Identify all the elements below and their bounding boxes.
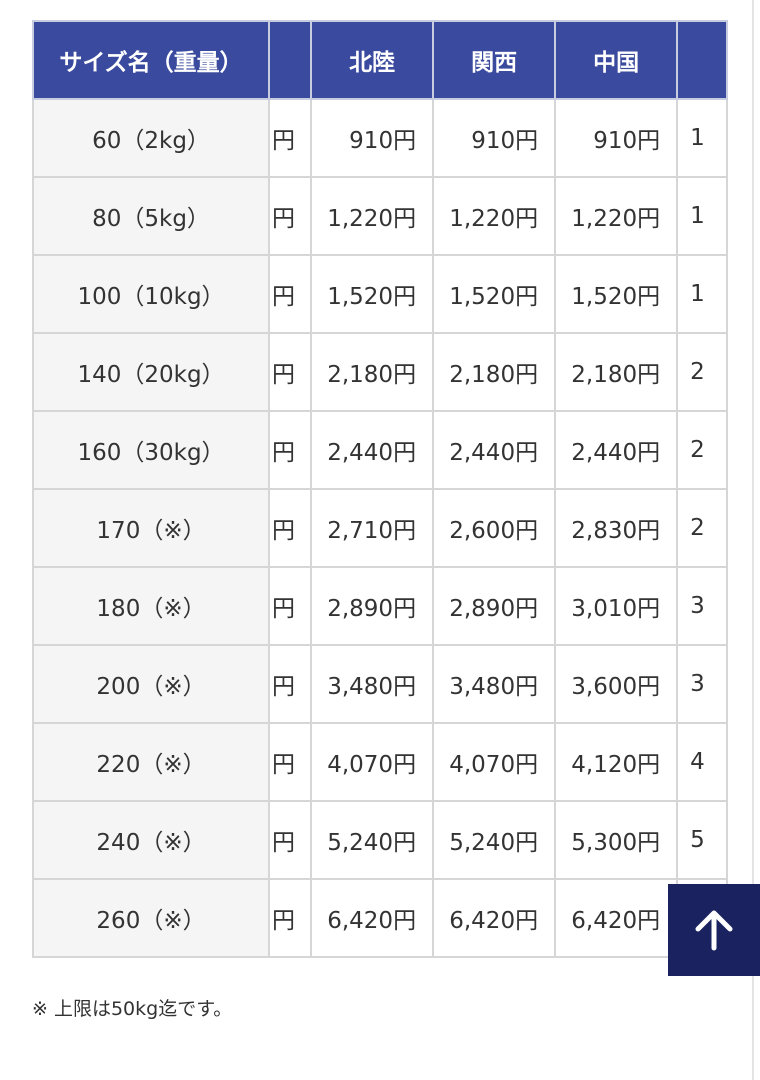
clipped-left-cell: 円	[268, 410, 313, 490]
table-row: 180（※）円 2,890円 2,890円 3,010円 3	[32, 566, 728, 646]
hokuriku-price: 6,420円	[310, 878, 435, 958]
table-header-row: サイズ名（重量） 北陸 関西 中国	[32, 20, 728, 100]
size-cell: 200（※）	[32, 644, 271, 724]
chugoku-price: 2,180円	[554, 332, 679, 412]
kansai-price: 5,240円	[432, 800, 557, 880]
clipped-right-cell: 3	[676, 566, 728, 646]
kansai-price: 1,520円	[432, 254, 557, 334]
weight-limit-note: ※ 上限は50kg迄です。	[32, 998, 233, 1020]
clipped-right-cell: 4	[676, 722, 728, 802]
hokuriku-price: 1,220円	[310, 176, 435, 256]
clipped-right-cell: 2	[676, 410, 728, 490]
kansai-price: 2,180円	[432, 332, 557, 412]
clipped-right-cell: 3	[676, 644, 728, 724]
hokuriku-price: 1,520円	[310, 254, 435, 334]
clipped-left-cell: 円	[268, 644, 313, 724]
kansai-price: 910円	[432, 98, 557, 178]
kansai-price: 4,070円	[432, 722, 557, 802]
size-cell: 140（20kg）	[32, 332, 271, 412]
clipped-left-cell: 円	[268, 566, 313, 646]
size-cell: 260（※）	[32, 878, 271, 958]
clipped-right-cell: 1	[676, 254, 728, 334]
scroll-edge	[752, 0, 754, 1080]
clipped-right-cell: 2	[676, 488, 728, 568]
kansai-price: 3,480円	[432, 644, 557, 724]
header-kansai: 関西	[432, 20, 557, 100]
back-to-top-button[interactable]	[668, 884, 760, 976]
clipped-right-cell: 5	[676, 800, 728, 880]
hokuriku-price: 3,480円	[310, 644, 435, 724]
hokuriku-price: 4,070円	[310, 722, 435, 802]
table-row: 170（※）円 2,710円 2,600円 2,830円 2	[32, 488, 728, 568]
clipped-left-cell: 円	[268, 254, 313, 334]
clipped-left-cell: 円	[268, 878, 313, 958]
kansai-price: 2,440円	[432, 410, 557, 490]
hokuriku-price: 2,710円	[310, 488, 435, 568]
chugoku-price: 3,600円	[554, 644, 679, 724]
table-row: 80（5kg）円 1,220円 1,220円 1,220円 1	[32, 176, 728, 256]
chugoku-price: 2,830円	[554, 488, 679, 568]
table-row: 220（※）円 4,070円 4,070円 4,120円 4	[32, 722, 728, 802]
size-cell: 240（※）	[32, 800, 271, 880]
hokuriku-price: 2,440円	[310, 410, 435, 490]
size-cell: 180（※）	[32, 566, 271, 646]
kansai-price: 6,420円	[432, 878, 557, 958]
header-chugoku: 中国	[554, 20, 679, 100]
clipped-left-cell: 円	[268, 800, 313, 880]
chugoku-price: 4,120円	[554, 722, 679, 802]
header-hokuriku: 北陸	[310, 20, 435, 100]
header-size: サイズ名（重量）	[32, 20, 271, 100]
clipped-left-cell: 円	[268, 176, 313, 256]
table-row: 60（2kg）円 910円 910円 910円 1	[32, 98, 728, 178]
table-row: 100（10kg）円 1,520円 1,520円 1,520円 1	[32, 254, 728, 334]
clipped-left-cell: 円	[268, 332, 313, 412]
arrow-up-icon	[695, 910, 733, 951]
clipped-right-cell: 1	[676, 176, 728, 256]
size-cell: 220（※）	[32, 722, 271, 802]
chugoku-price: 1,520円	[554, 254, 679, 334]
shipping-rate-table-scroller[interactable]: サイズ名（重量） 北陸 関西 中国 60（2kg）円 910円 910円 910円 1 8…	[32, 20, 728, 958]
kansai-price: 2,600円	[432, 488, 557, 568]
hokuriku-price: 2,180円	[310, 332, 435, 412]
table-row: 200（※）円 3,480円 3,480円 3,600円 3	[32, 644, 728, 724]
chugoku-price: 3,010円	[554, 566, 679, 646]
table-row: 260（※）円 6,420円 6,420円 6,420円	[32, 878, 728, 958]
clipped-left-cell: 円	[268, 488, 313, 568]
chugoku-price: 910円	[554, 98, 679, 178]
size-cell: 170（※）	[32, 488, 271, 568]
size-cell: 160（30kg）	[32, 410, 271, 490]
hokuriku-price: 910円	[310, 98, 435, 178]
table-row: 240（※）円 5,240円 5,240円 5,300円 5	[32, 800, 728, 880]
kansai-price: 2,890円	[432, 566, 557, 646]
size-cell: 60（2kg）	[32, 98, 271, 178]
chugoku-price: 5,300円	[554, 800, 679, 880]
table-row: 160（30kg）円 2,440円 2,440円 2,440円 2	[32, 410, 728, 490]
hokuriku-price: 5,240円	[310, 800, 435, 880]
chugoku-price: 6,420円	[554, 878, 679, 958]
kansai-price: 1,220円	[432, 176, 557, 256]
clipped-right-cell: 2	[676, 332, 728, 412]
size-cell: 80（5kg）	[32, 176, 271, 256]
clipped-left-cell: 円	[268, 98, 313, 178]
size-cell: 100（10kg）	[32, 254, 271, 334]
chugoku-price: 2,440円	[554, 410, 679, 490]
clipped-right-cell: 1	[676, 98, 728, 178]
chugoku-price: 1,220円	[554, 176, 679, 256]
header-clipped-left	[268, 20, 313, 100]
shipping-rate-table: サイズ名（重量） 北陸 関西 中国 60（2kg）円 910円 910円 910円 1 8…	[32, 20, 728, 958]
header-clipped-right	[676, 20, 728, 100]
table-row: 140（20kg）円 2,180円 2,180円 2,180円 2	[32, 332, 728, 412]
hokuriku-price: 2,890円	[310, 566, 435, 646]
clipped-left-cell: 円	[268, 722, 313, 802]
